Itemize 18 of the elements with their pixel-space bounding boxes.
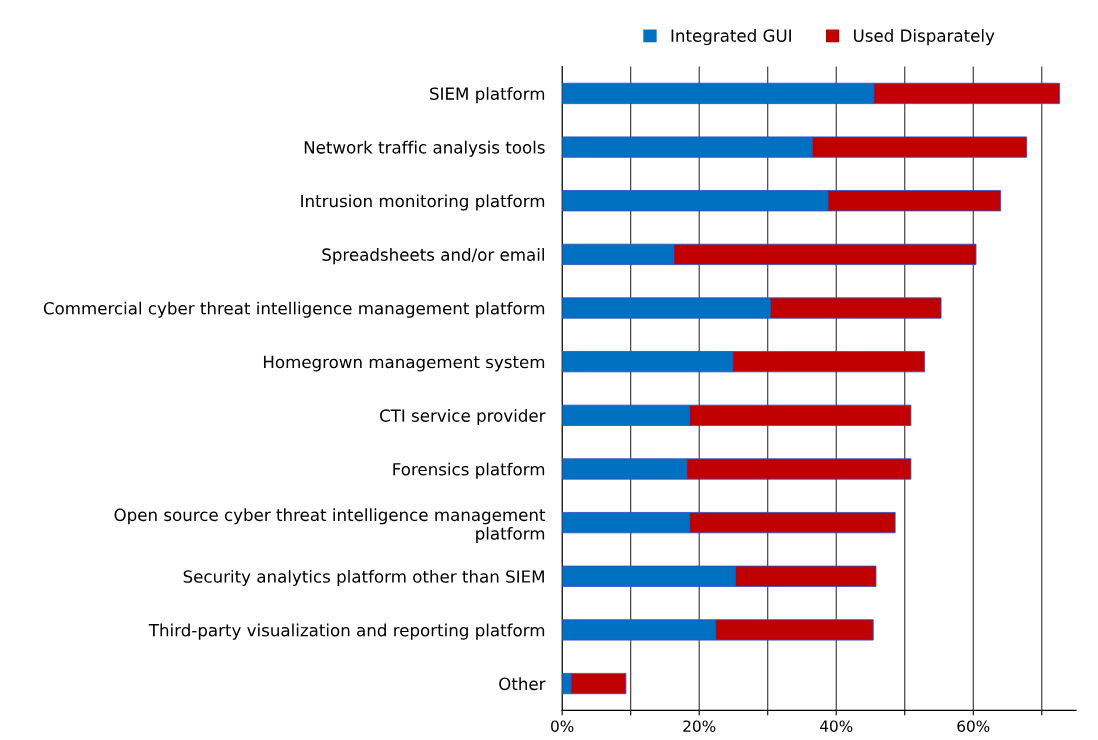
y-tick-label: SIEM platform (430, 87, 545, 104)
x-tick-label: 40% (820, 720, 853, 732)
y-tick-label: Spreadsheets and/or email (322, 248, 544, 265)
y-tick-label: Security analytics platform other than SIEM (183, 569, 544, 587)
y-tick-label: Intrusion monitoring platform (301, 194, 545, 211)
y-tick-label: Open source cyber threat intelligence management platform (114, 508, 546, 544)
y-tick-label: Other (499, 677, 546, 691)
y-tick-label: Forensics platform (393, 462, 545, 479)
x-tick-label: 60% (957, 720, 990, 732)
y-tick-label: Homegrown management system (263, 355, 545, 372)
x-tick-label: 20% (683, 720, 716, 732)
legend-label: Used Disparately (854, 29, 995, 46)
y-tick-label: Third-party visualization and reporting platform (148, 623, 545, 640)
legend-label: Integrated GUI (671, 29, 791, 46)
y-tick-label: Network traffic analysis tools (304, 140, 545, 157)
x-tick-label: 0% (551, 720, 574, 732)
y-tick-label: CTI service provider (379, 408, 546, 426)
y-tick-label: Commercial cyber threat intelligence management platform (43, 301, 545, 318)
